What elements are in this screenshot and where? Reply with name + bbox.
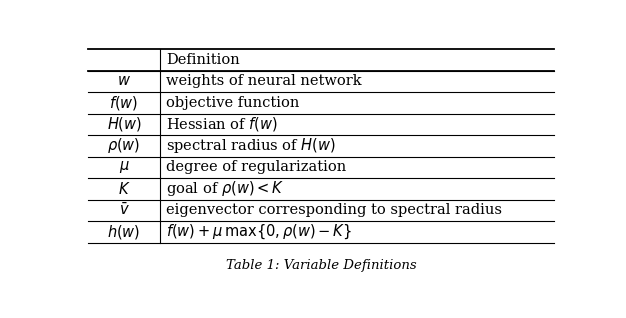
Text: $f(w) + \mu \, \mathrm{max}\{0, \rho(w) - K\}$: $f(w) + \mu \, \mathrm{max}\{0, \rho(w) …	[166, 223, 352, 241]
Text: $\rho(w)$: $\rho(w)$	[108, 136, 141, 156]
Text: eigenvector corresponding to spectral radius: eigenvector corresponding to spectral ra…	[166, 204, 502, 218]
Text: degree of regularization: degree of regularization	[166, 160, 346, 174]
Text: objective function: objective function	[166, 96, 299, 110]
Text: $w$: $w$	[117, 74, 131, 88]
Text: Table 1: Variable Definitions: Table 1: Variable Definitions	[225, 259, 416, 273]
Text: $\mu$: $\mu$	[118, 159, 130, 176]
Text: weights of neural network: weights of neural network	[166, 74, 362, 88]
Text: $h(w)$: $h(w)$	[108, 223, 141, 241]
Text: Definition: Definition	[166, 53, 240, 67]
Text: $f(w)$: $f(w)$	[110, 94, 138, 112]
Text: $H(w)$: $H(w)$	[106, 115, 141, 134]
Text: spectral radius of $H(w)$: spectral radius of $H(w)$	[166, 136, 336, 156]
Text: Hessian of $f(w)$: Hessian of $f(w)$	[166, 115, 278, 134]
Text: $K$: $K$	[118, 181, 130, 197]
Text: $\bar{v}$: $\bar{v}$	[119, 202, 130, 218]
Text: goal of $\rho(w) < K$: goal of $\rho(w) < K$	[166, 179, 284, 198]
